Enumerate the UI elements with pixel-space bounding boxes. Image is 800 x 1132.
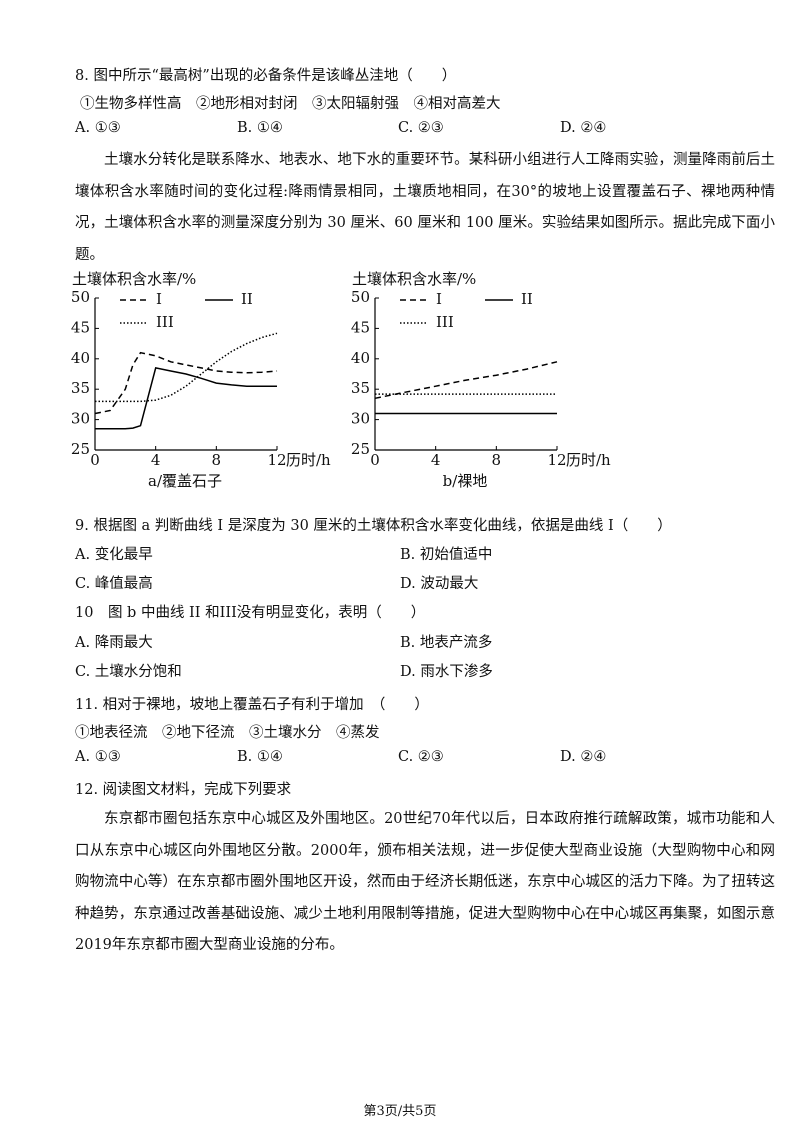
y-tick-label: 30	[71, 410, 90, 428]
legend-label: II	[521, 290, 533, 308]
option: B. 地表产流多	[400, 635, 493, 651]
legend-label: III	[156, 313, 174, 331]
series-line	[95, 332, 278, 403]
x-tick-label: 0	[90, 451, 100, 469]
x-tick-label: 0	[370, 451, 380, 469]
option: C. 峰值最高	[75, 576, 153, 592]
x-tick-label: 4	[431, 451, 441, 469]
question-stem: 10 图 b 中曲线 II 和III没有明显变化，表明（ ）	[75, 605, 426, 621]
question-items: ①地表径流 ②地下径流 ③土壤水分 ④蒸发	[75, 725, 380, 741]
y-axis-label: 土壤体积含水率/%	[72, 270, 196, 288]
option: B. ①④	[237, 120, 283, 136]
chart-caption: b/裸地	[443, 472, 488, 490]
question-stem: 12. 阅读图文材料，完成下列要求	[75, 782, 292, 798]
question-items: ①生物多样性高 ②地形相对封闭 ③太阳辐射强 ④相对高差大	[80, 96, 501, 112]
y-tick-label: 40	[351, 349, 370, 367]
chart-caption: a/覆盖石子	[148, 472, 222, 490]
y-tick-label: 50	[351, 288, 370, 306]
y-tick-label: 35	[71, 379, 90, 397]
y-tick-label: 30	[351, 410, 370, 428]
y-tick-label: 25	[351, 440, 370, 458]
option: A. ①③	[75, 120, 121, 136]
question-stem: 8. 图中所示“最高树”出现的必备条件是该峰丛洼地（ ）	[75, 68, 457, 84]
x-tick-label: 12	[267, 451, 286, 469]
option: D. 雨水下渗多	[400, 664, 493, 680]
page-footer: 第3页/共5页	[363, 1104, 437, 1119]
legend-label: I	[436, 290, 442, 308]
option: A. 变化最早	[75, 547, 153, 563]
option: A. ①③	[75, 749, 121, 765]
option: C. ②③	[398, 749, 444, 765]
option: A. 降雨最大	[75, 635, 153, 651]
passage: 东京都市圈包括东京中心城区及外围地区。20世纪70年代以后，日本政府推行疏解政策…	[75, 811, 775, 953]
legend-label: I	[156, 290, 162, 308]
y-tick-label: 45	[71, 318, 90, 336]
legend-label: III	[436, 313, 454, 331]
series-line	[374, 361, 558, 400]
option: C. 土壤水分饱和	[75, 664, 182, 680]
series-line	[94, 351, 278, 415]
option: C. ②③	[398, 120, 444, 136]
y-tick-label: 50	[71, 288, 90, 306]
series-line	[95, 367, 277, 430]
x-tick-label: 12	[547, 451, 566, 469]
question-stem: 11. 相对于裸地，坡地上覆盖石子有利于增加 （ ）	[75, 697, 429, 713]
option: D. ②④	[560, 749, 607, 765]
y-tick-label: 45	[351, 318, 370, 336]
question-stem: 9. 根据图 a 判断曲线 I 是深度为 30 厘米的土壤体积含水率变化曲线，依…	[75, 518, 672, 534]
option: B. 初始值适中	[400, 547, 493, 563]
y-tick-label: 25	[71, 440, 90, 458]
x-tick-label: 4	[151, 451, 161, 469]
legend-label: II	[241, 290, 253, 308]
passage: 土壤水分转化是联系降水、地表水、地下水的重要环节。某科研小组进行人工降雨实验，测…	[75, 152, 775, 263]
x-axis-label: 历时/h	[286, 451, 331, 469]
x-axis-label: 历时/h	[566, 451, 611, 469]
x-tick-label: 8	[212, 451, 222, 469]
option: D. 波动最大	[400, 576, 479, 592]
option: D. ②④	[560, 120, 607, 136]
y-tick-label: 40	[71, 349, 90, 367]
y-tick-label: 35	[351, 379, 370, 397]
option: B. ①④	[237, 749, 283, 765]
x-tick-label: 8	[492, 451, 502, 469]
y-axis-label: 土壤体积含水率/%	[352, 270, 476, 288]
